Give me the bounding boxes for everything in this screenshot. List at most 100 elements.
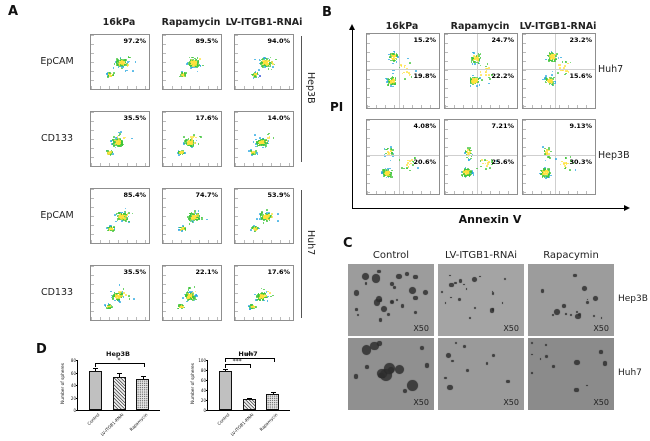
percentage-label: 97.2% <box>123 37 146 45</box>
apoptosis-plot: 7.21% 25.6% <box>444 119 518 195</box>
flow-plot: 17.6% <box>234 265 294 321</box>
bar <box>136 378 150 410</box>
panel-b-column-header: LV-ITGB1-RNAi <box>519 21 597 32</box>
panel-c-row-label: Huh7 <box>618 368 642 378</box>
panel-c-row-label: Hep3B <box>618 294 648 304</box>
percentage-label: 94.0% <box>267 37 290 45</box>
apoptosis-plot: 4.08% 20.6% <box>366 119 440 195</box>
micrograph: X50 <box>438 264 524 336</box>
percentage-label: 25.6% <box>491 158 514 167</box>
micrograph: X50 <box>348 338 434 410</box>
flow-plot: 35.5% <box>90 265 150 321</box>
apoptosis-plot: 15.2% 19.8% <box>366 33 440 109</box>
panel-b-label: B <box>322 5 332 20</box>
significance-bracket <box>95 363 145 368</box>
bar <box>88 371 102 410</box>
significance-bracket <box>225 364 251 368</box>
bar <box>218 371 232 410</box>
bar-chart-hep3b: Hep3B Number of spheres 0 20 40 60 80 Control… <box>55 350 173 440</box>
annexin-axis-line <box>352 208 624 209</box>
flow-plot: 89.5% <box>162 34 222 90</box>
panel-b-column-header: 16kPa <box>385 21 419 32</box>
x-tick-label: LV-ITGB1-RNAi <box>229 412 255 437</box>
panel-c-column-header: LV-ITGB1-RNAi <box>444 250 518 261</box>
flow-plot: 53.9% <box>234 188 294 244</box>
panel-c-column-header: Control <box>372 250 410 261</box>
micrograph: X50 <box>528 338 614 410</box>
micrograph: X50 <box>438 338 524 410</box>
group-bracket <box>301 36 302 162</box>
panel-b-row-label: Huh7 <box>598 64 624 75</box>
group-bracket <box>301 190 302 318</box>
y-tick-label: 60 <box>70 370 76 376</box>
percentage-label: 35.5% <box>123 114 146 122</box>
percentage-label: 74.7% <box>195 191 218 199</box>
chart-plot-area: 0 20 40 60 80 Control LV-ITGB1-RNAi Rapamycin * <box>71 357 160 437</box>
percentage-label: 24.7% <box>491 36 514 44</box>
significance-label: *** <box>232 358 242 365</box>
x-tick-label: Control <box>86 412 101 427</box>
y-tick-label: 80 <box>200 368 206 373</box>
panel-c-column-header: Rapacymin <box>543 250 599 261</box>
bar-chart-huh7: Huh7 Number of spheres 0 20 40 60 80 100 Contr… <box>185 350 303 440</box>
y-tick-label: 0 <box>203 408 206 413</box>
percentage-label: 17.6% <box>267 268 290 276</box>
magnification-label: X50 <box>413 324 429 333</box>
x-tick-label: Control <box>216 412 231 427</box>
y-tick-label: 40 <box>70 383 76 388</box>
panel-a-group-label: Hep3B <box>305 72 316 104</box>
panel-c-label: C <box>343 236 353 251</box>
chart-title: Hep3B <box>106 350 130 358</box>
y-tick-label: 20 <box>200 398 206 403</box>
pi-axis-line <box>352 30 353 208</box>
flow-plot: 94.0% <box>234 34 294 90</box>
pi-axis-arrow-icon <box>349 24 355 30</box>
percentage-label: 17.6% <box>195 114 218 122</box>
apoptosis-plot: 23.2% 15.6% <box>522 33 596 109</box>
magnification-label: X50 <box>503 324 519 333</box>
chart-title: Huh7 <box>238 350 258 358</box>
magnification-label: X50 <box>593 398 609 407</box>
y-tick-label: 60 <box>200 378 206 383</box>
panel-b-column-header: Rapamycin <box>450 21 510 32</box>
annexin-axis-arrow-icon <box>624 204 630 211</box>
flow-plot: 74.7% <box>162 188 222 244</box>
bar <box>266 393 280 410</box>
percentage-label: 22.2% <box>491 72 514 81</box>
panel-a-row-label: EpCAM <box>40 56 74 67</box>
flow-plot: 97.2% <box>90 34 150 90</box>
x-tick-label: Rapamycin <box>128 412 149 433</box>
percentage-label: 35.5% <box>123 268 146 276</box>
y-tick-label: 40 <box>200 388 206 393</box>
panel-d-label: D <box>36 342 47 357</box>
flow-plot: 14.0% <box>234 111 294 167</box>
panel-a-column-header: LV-ITGB1-RNAi <box>225 17 303 28</box>
panel-a-column-header: 16kPa <box>102 17 136 28</box>
panel-a-label: A <box>8 4 19 19</box>
percentage-label: 4.08% <box>413 122 436 130</box>
micrograph: X50 <box>528 264 614 336</box>
y-tick-label: 20 <box>70 395 76 401</box>
panel-b-row-label: Hep3B <box>598 150 630 161</box>
bar <box>112 376 126 410</box>
flow-plot: 35.5% <box>90 111 150 167</box>
panel-a-row-label: CD133 <box>40 133 74 144</box>
chart-plot-area: 0 20 40 60 80 100 Control LV-ITGB1-RNAi Rapamyci… <box>198 352 290 437</box>
apoptosis-plot: 9.13% 30.3% <box>522 119 596 195</box>
percentage-label: 7.21% <box>491 122 514 130</box>
x-tick-label: Rapamycin <box>258 412 279 433</box>
y-tick-label: 80 <box>70 358 76 363</box>
percentage-label: 19.8% <box>413 72 436 81</box>
percentage-label: 15.6% <box>569 72 592 81</box>
flow-plot: 85.4% <box>90 188 150 244</box>
x-axis-label: Annexin V <box>458 213 522 226</box>
magnification-label: X50 <box>503 398 519 407</box>
panel-a-row-label: EpCAM <box>40 210 74 221</box>
x-tick-label: LV-ITGB1-RNAi <box>99 412 125 437</box>
y-tick-label: 100 <box>198 358 206 363</box>
percentage-label: 14.0% <box>267 114 290 122</box>
magnification-label: X50 <box>413 398 429 407</box>
y-axis-label: PI <box>330 100 344 114</box>
flow-plot: 22.1% <box>162 265 222 321</box>
significance-label: *** <box>244 352 254 359</box>
